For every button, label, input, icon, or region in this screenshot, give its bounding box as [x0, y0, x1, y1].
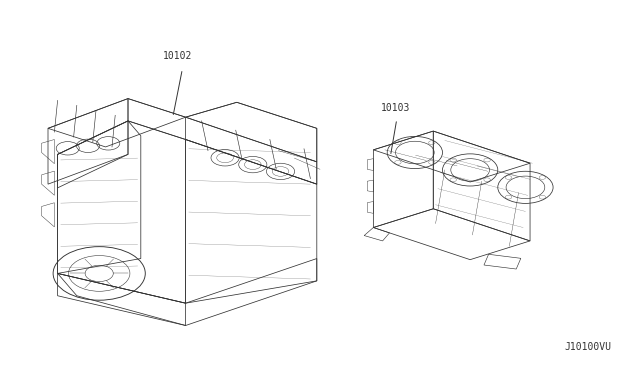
Text: J10100VU: J10100VU	[564, 341, 611, 352]
Text: 10103: 10103	[381, 103, 410, 113]
Text: 10102: 10102	[163, 51, 193, 61]
